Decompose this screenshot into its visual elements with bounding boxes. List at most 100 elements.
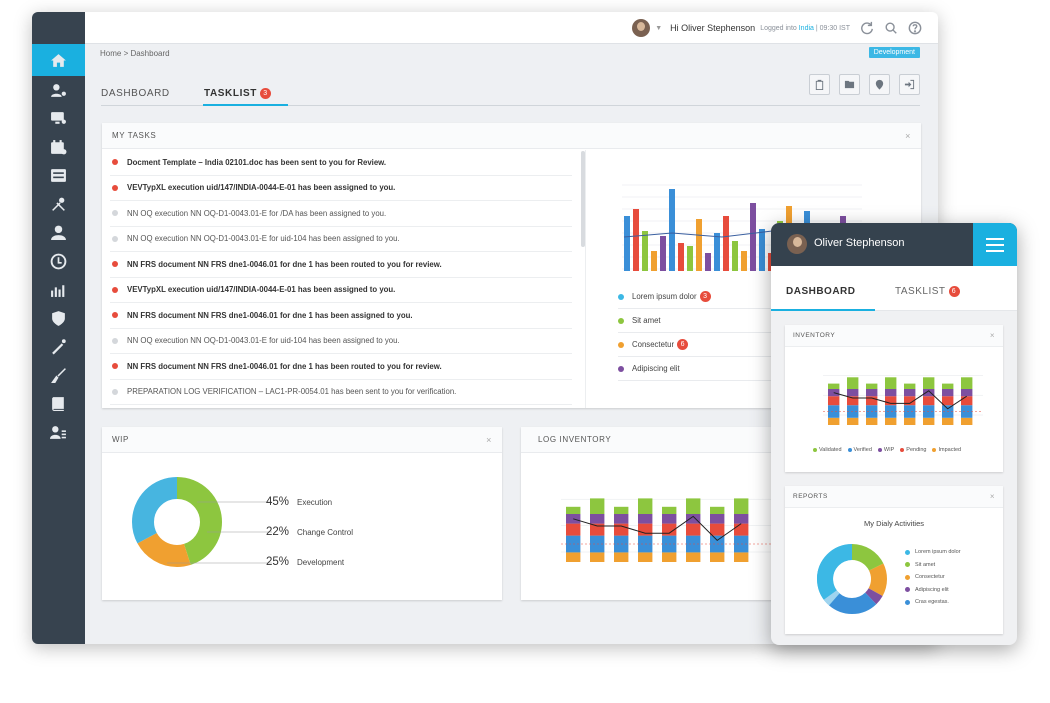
close-icon[interactable]: × [905, 131, 911, 141]
sidebar-item-clean[interactable] [32, 361, 85, 390]
task-item[interactable]: NN OQ execution NN OQ-D1-0043.01-E for u… [110, 329, 572, 354]
close-icon[interactable]: × [989, 492, 995, 501]
avatar[interactable] [787, 234, 807, 254]
sign-in-button[interactable] [899, 74, 920, 95]
search-icon[interactable] [884, 21, 898, 35]
task-list-scrollbar[interactable] [581, 151, 585, 247]
report-slice [817, 544, 887, 614]
wip-card: WIP × 45% Execution 22% Change Control 25%… [102, 427, 502, 600]
chart-bar [714, 233, 720, 271]
legend-label: Verified [853, 447, 872, 453]
sidebar-item-profile[interactable] [32, 219, 85, 248]
hamburger-menu-button[interactable] [973, 223, 1017, 266]
legend-dot-icon [618, 293, 624, 300]
chart-bar-segment [847, 389, 859, 397]
refresh-icon[interactable] [860, 21, 874, 35]
wip-slice-change-control [132, 477, 222, 567]
chart-bar-segment [734, 552, 749, 562]
legend-item: Lorem ipsum dolor [905, 546, 961, 559]
sidebar-item-documents[interactable] [32, 390, 85, 419]
task-item[interactable]: NN FRS document NN FRS dne1-0046.01 for … [110, 303, 572, 329]
sidebar-item-monitor-user[interactable] [32, 105, 85, 134]
unread-dot-icon [112, 159, 118, 166]
task-item[interactable]: VEVTypXL execution uid/147/INDIA-0044-E-… [110, 176, 572, 201]
legend-item[interactable]: Adipiscing elit [618, 357, 822, 381]
legend-item[interactable]: Lorem ipsum dolor 3 [618, 285, 822, 309]
chart-bar [651, 251, 657, 271]
breadcrumb[interactable]: Home > Dashboard [100, 49, 170, 58]
clipboard-button[interactable] [809, 74, 830, 95]
close-icon[interactable]: × [989, 331, 995, 340]
chart-bar-segment [638, 552, 653, 562]
legend-item: Cras egestas. [905, 596, 961, 609]
sidebar-item-home[interactable] [32, 44, 85, 76]
read-dot-icon [112, 235, 118, 242]
sidebar-item-security[interactable] [32, 304, 85, 333]
legend-dot-icon [905, 574, 910, 580]
report-slice [817, 544, 887, 614]
chart-bar-segment [638, 514, 653, 524]
legend-label: Cras egestas. [915, 599, 949, 606]
chart-bar-segment [710, 506, 725, 514]
tab-tasklist[interactable]: TASKLIST 6 [895, 286, 960, 297]
chart-bar-segment [961, 417, 973, 425]
tab-tasklist[interactable]: TASKLIST 3 [204, 88, 271, 99]
sidebar-item-user-list[interactable] [32, 418, 85, 447]
sidebar-item-tools[interactable] [32, 190, 85, 219]
legend-dot-icon [932, 448, 937, 452]
sidebar-item-checklist[interactable] [32, 162, 85, 191]
legend-item[interactable]: Sit amet [618, 309, 822, 333]
login-country[interactable]: India [798, 24, 814, 32]
task-item[interactable]: NN OQ execution NN OQ-D1-0043.01-E for u… [110, 227, 572, 252]
chart-bar-segment [904, 389, 916, 397]
close-icon[interactable]: × [486, 435, 492, 445]
task-text: NN FRS document NN FRS dne1-0046.01 for … [127, 259, 442, 269]
wip-slice-development [132, 477, 222, 567]
mobile-tabs: DASHBOARD TASKLIST 6 [771, 266, 1017, 311]
task-item[interactable]: NN OQ execution NN OQ-D1-0043.01-E for /… [110, 201, 572, 227]
login-info: Logged into India | 09:30 IST [760, 25, 850, 32]
avatar[interactable] [632, 19, 651, 37]
chart-bar-segment [734, 514, 749, 524]
bar-chart-icon [51, 285, 65, 298]
chart-bar-segment [828, 405, 840, 418]
reports-subtitle: My Dialy Activities [863, 519, 924, 528]
tab-dashboard[interactable]: DASHBOARD [786, 286, 856, 297]
sidebar-item-analytics[interactable] [32, 276, 85, 305]
login-prefix: Logged into [760, 24, 797, 32]
legend-label: Lorem ipsum dolor [632, 292, 697, 301]
mobile-device: Oliver Stephenson DASHBOARD TASKLIST 6 IN… [771, 223, 1017, 645]
legend-dot-icon [847, 448, 852, 452]
legend-item[interactable]: Consectetur 6 [618, 333, 822, 357]
task-item[interactable]: Docment Template – India 02101.doc has b… [110, 150, 572, 176]
chart-bar-segment [686, 552, 701, 562]
chart-bar-segment [638, 498, 653, 514]
chevron-down-icon[interactable]: ▼ [655, 24, 663, 32]
task-item[interactable]: PREPARATION LOG VERIFICATION – LAC1-PR-0… [110, 380, 572, 405]
magic-pen-icon [52, 339, 66, 355]
chart-bar-segment [710, 523, 725, 536]
sidebar-item-history[interactable] [32, 247, 85, 276]
task-item[interactable]: VEVTypXL execution uid/147/INDIA-0044-E-… [110, 278, 572, 303]
report-slice [817, 544, 887, 614]
help-icon[interactable] [908, 21, 922, 35]
folder-button[interactable] [839, 74, 860, 95]
top-bar: ▼ Hi Oliver Stephenson Logged into India… [85, 12, 938, 44]
task-item[interactable]: NN FRS document NN FRS dne1-0046.01 for … [110, 354, 572, 380]
location-button[interactable] [869, 74, 890, 95]
inventory-chart [823, 375, 983, 425]
reports-header: REPORTS × [785, 486, 1003, 508]
chart-bar-segment [866, 383, 878, 389]
sidebar-item-calendar[interactable] [32, 133, 85, 162]
legend-dot-icon [905, 562, 910, 568]
chart-bar-segment [904, 383, 916, 389]
task-item[interactable]: NN FRS document NN FRS dne1-0046.01 for … [110, 252, 572, 278]
sidebar-item-edit[interactable] [32, 333, 85, 362]
chart-bar-segment [590, 514, 605, 524]
sidebar-item-user-settings[interactable] [32, 76, 85, 105]
tab-dashboard[interactable]: DASHBOARD [101, 88, 170, 99]
legend-dot-icon [905, 599, 910, 605]
main-tabs: DASHBOARD TASKLIST 3 [101, 82, 920, 106]
user-menu[interactable]: ▼ Hi Oliver Stephenson Logged into India… [632, 19, 850, 37]
active-tab-indicator [771, 309, 875, 311]
